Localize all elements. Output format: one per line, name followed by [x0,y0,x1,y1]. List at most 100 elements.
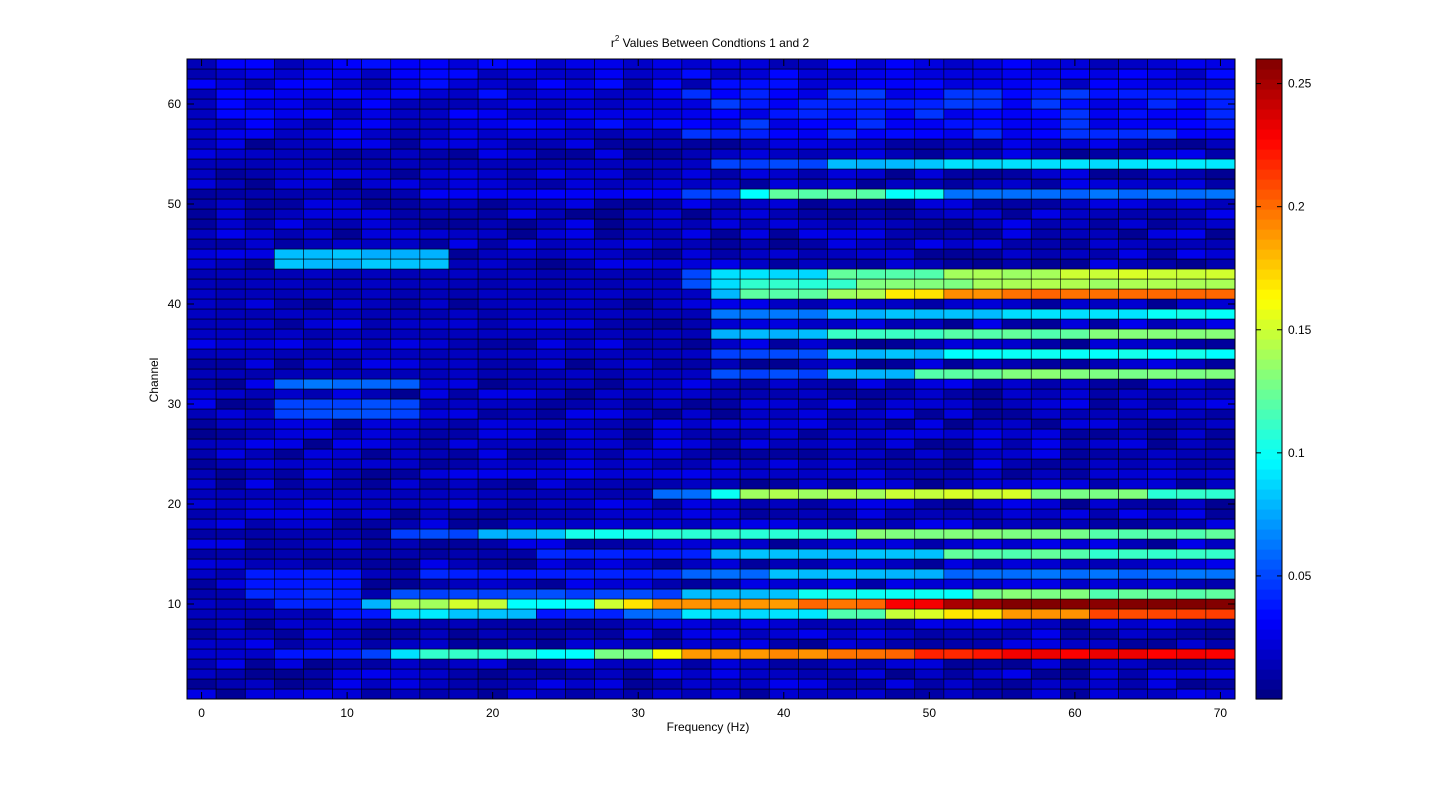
heatmap-cell [1147,238,1178,250]
heatmap-cell [448,488,479,500]
heatmap-cell [274,188,304,200]
heatmap-cell [332,648,362,660]
heatmap-cell [885,148,916,160]
y-tick-label: 50 [168,197,182,211]
heatmap-cell [419,488,450,500]
heatmap-cell [419,198,450,210]
heatmap-cell [768,638,799,650]
heatmap-cell [1118,178,1148,190]
heatmap-cell [361,298,392,310]
heatmap-cell [361,668,392,680]
heatmap-cell [361,538,392,550]
colorbar-swatch [1256,629,1282,640]
heatmap-cell [1001,328,1032,340]
heatmap-cell [186,658,217,670]
heatmap-cell [739,678,770,690]
heatmap-cell [215,118,246,130]
heatmap-cell [536,628,566,640]
heatmap-cell [215,418,246,430]
heatmap-cell [710,108,741,120]
heatmap-cell [536,368,566,380]
heatmap-cell [1118,408,1148,420]
heatmap-cell [1030,658,1061,670]
heatmap-cell [652,218,683,230]
heatmap-cell [1089,138,1119,150]
heatmap-cell [768,108,799,120]
heatmap-cell [856,408,886,420]
heatmap-cell [215,478,246,490]
heatmap-cell [972,218,1003,230]
heatmap-cell [914,458,945,470]
heatmap-cell [274,478,304,490]
heatmap-cell [914,358,945,370]
heatmap-cell [623,598,654,610]
colorbar-swatch [1256,429,1282,440]
colorbar-swatch [1256,89,1282,100]
heatmap-cell [885,688,916,700]
heatmap-cell [1060,478,1090,490]
heatmap-cell [856,278,886,290]
heatmap-cell [827,98,857,110]
heatmap-cell [1001,638,1032,650]
heatmap-cell [215,538,246,550]
heatmap-cell [652,678,683,690]
heatmap-cell [274,408,304,420]
heatmap-cell [361,88,392,100]
heatmap-cell [710,568,741,580]
heatmap-cell [1060,188,1090,200]
heatmap-cell [1060,68,1090,80]
heatmap-cell [972,458,1003,470]
heatmap-cell [1147,428,1178,440]
heatmap-cell [739,668,770,680]
heatmap-cell [1001,688,1032,700]
heatmap-cell [303,188,333,200]
heatmap-cell [274,138,304,150]
heatmap-cell [768,398,799,410]
heatmap-cell [215,258,246,270]
heatmap-cell [1089,168,1119,180]
heatmap-cell [244,628,275,640]
heatmap-cell [914,518,945,530]
heatmap-cell [361,188,392,200]
heatmap-cell [1176,578,1207,590]
heatmap-cell [739,308,770,320]
heatmap-cell [1060,568,1090,580]
heatmap-cell [827,298,857,310]
heatmap-cell [1089,268,1119,280]
heatmap-cell [390,338,421,350]
heatmap-cell [827,148,857,160]
heatmap-cell [1001,148,1032,160]
heatmap-cell [885,258,916,270]
heatmap-cell [565,138,595,150]
heatmap-cell [1089,118,1119,130]
heatmap-cell [244,678,275,690]
heatmap-cell [885,58,916,70]
heatmap-cell [1060,498,1090,510]
heatmap-cell [1118,328,1148,340]
colorbar-swatch [1256,479,1282,490]
heatmap-cell [477,558,508,570]
heatmap-cell [448,188,479,200]
heatmap-cell [914,628,945,640]
heatmap-cell [303,518,333,530]
heatmap-cell [1176,588,1207,600]
heatmap-cell [710,138,741,150]
heatmap-cell [856,558,886,570]
colorbar-swatch [1256,489,1282,500]
heatmap-cell [798,428,828,440]
heatmap-cell [477,588,508,600]
heatmap-cell [798,88,828,100]
heatmap-cell [215,648,246,660]
heatmap-cell [1060,628,1090,640]
heatmap-cell [390,98,421,110]
heatmap-cell [623,418,654,430]
colorbar-swatch [1256,319,1282,330]
heatmap-cell [361,658,392,670]
heatmap-cell [303,208,333,220]
heatmap-cell [739,118,770,130]
heatmap-cell [274,278,304,290]
heatmap-cell [448,578,479,590]
heatmap-cell [1118,348,1148,360]
heatmap-cell [856,228,886,240]
